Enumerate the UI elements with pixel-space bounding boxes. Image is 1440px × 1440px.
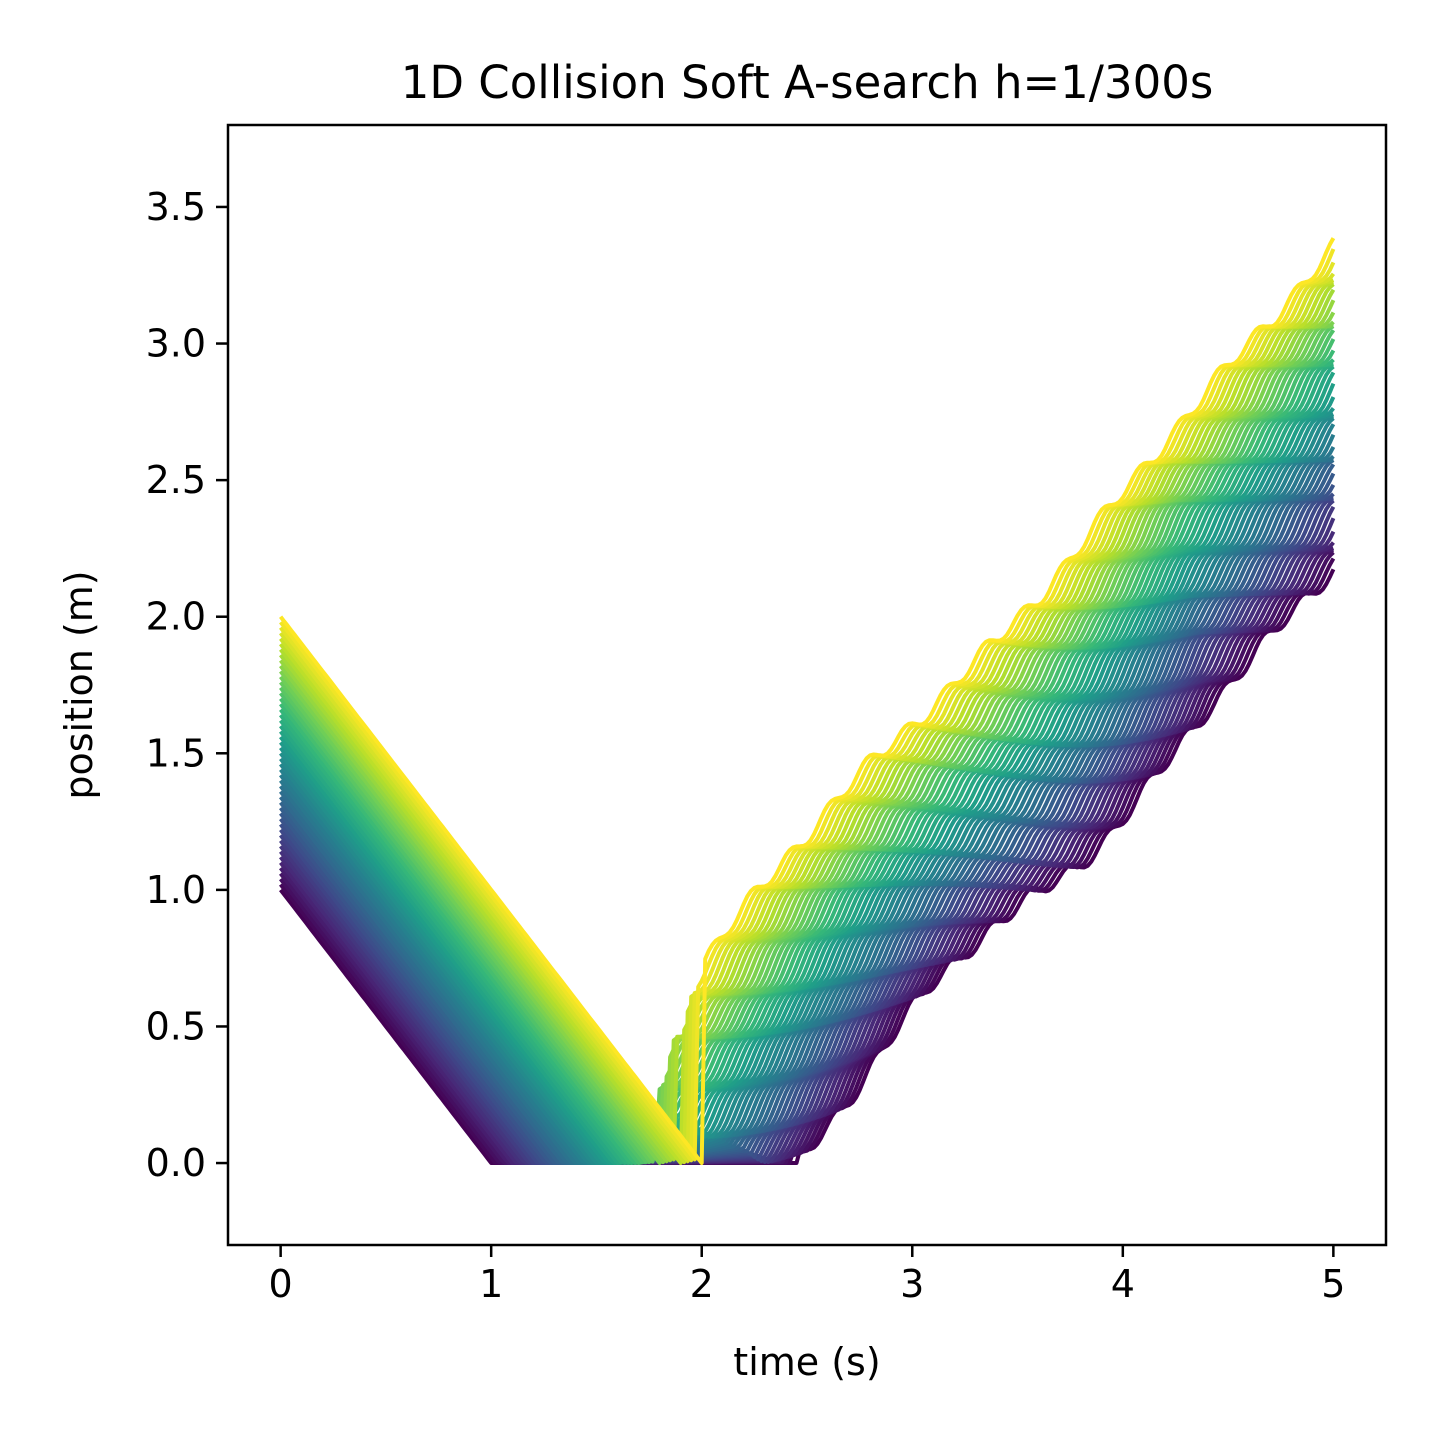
y-tick-label: 2.5 xyxy=(146,458,206,502)
trajectory-line xyxy=(279,280,1334,1165)
trajectory-line xyxy=(279,412,1335,1165)
trajectory-line xyxy=(279,324,1334,1162)
trajectory-line xyxy=(279,237,1336,1165)
trajectory-line xyxy=(279,505,1336,1165)
trajectory-line xyxy=(279,423,1336,1165)
trajectory-line xyxy=(279,324,1334,1164)
x-axis-label: time (s) xyxy=(733,1340,880,1384)
trajectory-line xyxy=(279,458,1335,1165)
trajectory-line xyxy=(279,550,1335,1165)
x-tick-label: 2 xyxy=(690,1262,714,1306)
x-tick-label: 4 xyxy=(1111,1262,1135,1306)
trajectory-line xyxy=(279,454,1335,1165)
y-tick-label: 0.5 xyxy=(146,1004,206,1048)
y-tick-label: 1.0 xyxy=(146,868,206,912)
trajectory-line xyxy=(279,324,1335,1165)
trajectory-line xyxy=(279,557,1336,1165)
trajectory-line xyxy=(279,362,1334,1165)
x-tick-label: 3 xyxy=(900,1262,924,1306)
x-tick-label: 5 xyxy=(1321,1262,1345,1306)
plot-frame xyxy=(226,123,1388,1247)
y-tick-label: 0.0 xyxy=(146,1141,206,1185)
trajectory-line xyxy=(279,463,1336,1165)
y-tick-label: 3.5 xyxy=(146,185,206,229)
trajectory-line xyxy=(279,546,1335,1165)
trajectory-line xyxy=(279,416,1335,1165)
trajectory-line xyxy=(279,492,1335,1165)
y-axis-ticks: 0.0 0.5 1.0 1.5 2.0 2.5 3.0 3.5 xyxy=(146,185,228,1185)
trajectory-line xyxy=(279,278,1335,1165)
y-axis-label: position (m) xyxy=(57,570,101,799)
trajectory-line xyxy=(279,338,1336,1165)
trajectory-line xyxy=(279,414,1334,1165)
y-tick-label: 3.0 xyxy=(146,322,206,366)
trajectory-line xyxy=(279,282,1335,1162)
chart-title: 1D Collision Soft A-search h=1/300s xyxy=(401,56,1214,109)
trajectory-line xyxy=(279,499,1335,1165)
trajectory-line xyxy=(279,497,1334,1165)
trajectory-line xyxy=(279,472,1336,1165)
x-tick-label: 0 xyxy=(269,1262,293,1306)
trajectory-line xyxy=(279,363,1334,1165)
x-tick-label: 1 xyxy=(479,1262,503,1306)
trajectory-line xyxy=(279,496,1334,1165)
trajectory-line xyxy=(279,457,1334,1165)
x-axis-ticks: 0 1 2 3 4 5 xyxy=(269,1245,1345,1306)
trajectory-line xyxy=(279,371,1336,1165)
trajectory-line xyxy=(279,288,1336,1163)
y-tick-label: 2.0 xyxy=(146,595,206,639)
trajectory-line xyxy=(279,328,1336,1165)
trajectory-line xyxy=(279,320,1335,1165)
trajectory-lines xyxy=(279,237,1336,1165)
trajectory-line xyxy=(279,358,1335,1165)
y-tick-label: 1.5 xyxy=(146,731,206,775)
trajectory-line xyxy=(279,548,1334,1165)
trajectory-line xyxy=(279,458,1334,1165)
trajectory-line xyxy=(279,365,1335,1165)
